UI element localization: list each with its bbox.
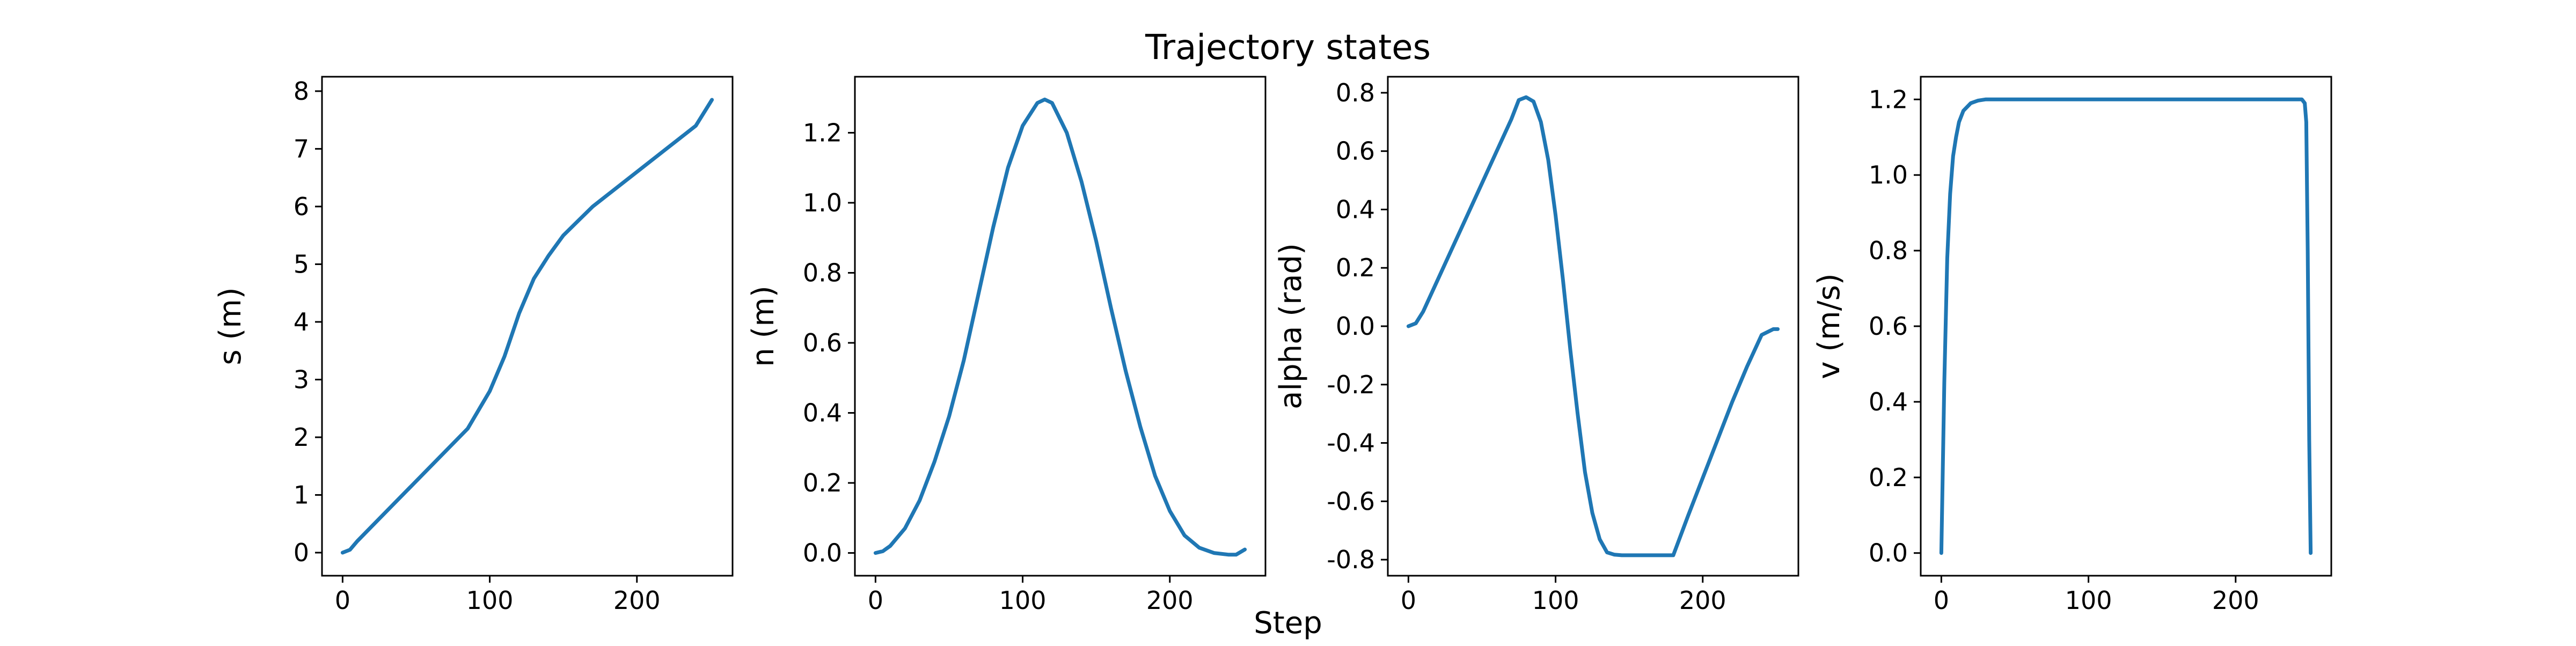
series-line bbox=[1939, 97, 2313, 555]
y-tick-label: 1 bbox=[294, 480, 309, 509]
x-tick-label: 0 bbox=[335, 586, 350, 615]
figure-xlabel: Step bbox=[1254, 606, 1322, 641]
y-tick-label: 1.0 bbox=[1869, 160, 1908, 189]
y-tick-label: 0.8 bbox=[1869, 236, 1908, 265]
y-tick-label: 0.4 bbox=[803, 399, 842, 428]
x-tick-label: 0 bbox=[1934, 586, 1949, 615]
y-tick-label: 1.0 bbox=[803, 188, 842, 217]
figure-title: Trajectory states bbox=[1145, 28, 1431, 68]
y-axis-label: n (m) bbox=[746, 285, 781, 367]
subplot-grid: 0 100 200 0 1 2 3 4 5 6 7 8 s (m) 0 100 200 0.0 0.2 0.4 0.6… bbox=[213, 76, 2332, 615]
x-tick-label: 0 bbox=[1401, 586, 1416, 615]
axes-frame bbox=[854, 76, 1267, 577]
y-tick-label: 0.2 bbox=[803, 468, 842, 497]
x-tick-label: 0 bbox=[868, 586, 883, 615]
y-tick-label: -0.2 bbox=[1327, 370, 1375, 399]
y-tick-label: 0.2 bbox=[1336, 253, 1375, 282]
y-tick-label: -0.8 bbox=[1327, 545, 1375, 574]
y-tick-label: 0 bbox=[294, 538, 309, 567]
subplot-3: 0 100 200 -0.8 -0.6 -0.4 -0.2 0.0 0.2 0.4 0.6 0.8 al… bbox=[1274, 76, 1799, 615]
axes-frame bbox=[1387, 76, 1799, 577]
x-tick-label: 200 bbox=[2212, 586, 2259, 615]
y-tick-label: 3 bbox=[294, 365, 309, 394]
series-line bbox=[1406, 95, 1780, 557]
x-tick-label: 100 bbox=[2065, 586, 2112, 615]
y-axis-label: s (m) bbox=[213, 287, 248, 365]
y-tick-label: 8 bbox=[294, 77, 309, 106]
x-tick-label: 100 bbox=[466, 586, 514, 615]
y-tick-label: 0.0 bbox=[1869, 539, 1908, 568]
axes-frame bbox=[321, 76, 734, 577]
subplot-2: 0 100 200 0.0 0.2 0.4 0.6 0.8 1.0 1.2 n (m) bbox=[746, 76, 1267, 615]
x-tick-label: 100 bbox=[999, 586, 1046, 615]
y-axis-label: v (m/s) bbox=[1812, 273, 1847, 379]
y-tick-label: 4 bbox=[294, 307, 309, 336]
y-tick-label: -0.4 bbox=[1327, 429, 1375, 458]
y-tick-label: 0.4 bbox=[1869, 387, 1908, 416]
series-line bbox=[873, 97, 1247, 557]
x-tick-label: 200 bbox=[1146, 586, 1194, 615]
y-tick-label: 6 bbox=[294, 192, 309, 221]
y-tick-label: 1.2 bbox=[803, 118, 842, 147]
y-tick-label: 0.6 bbox=[1336, 137, 1375, 166]
y-tick-label: 2 bbox=[294, 423, 309, 452]
x-tick-label: 200 bbox=[1679, 586, 1726, 615]
axes-frame bbox=[1920, 76, 2332, 577]
subplot-4: 0 100 200 0.0 0.2 0.4 0.6 0.8 1.0 1.2 v (m/s) bbox=[1812, 76, 2332, 615]
y-tick-label: 0.8 bbox=[1336, 78, 1375, 107]
y-tick-label: -0.6 bbox=[1327, 487, 1375, 516]
y-tick-label: 0.8 bbox=[803, 258, 842, 287]
subplot-1: 0 100 200 0 1 2 3 4 5 6 7 8 s (m) bbox=[213, 76, 734, 615]
y-tick-label: 0.2 bbox=[1869, 463, 1908, 492]
x-tick-label: 100 bbox=[1532, 586, 1579, 615]
x-tick-label: 200 bbox=[613, 586, 661, 615]
series-line bbox=[340, 98, 714, 555]
y-tick-label: 0.0 bbox=[803, 539, 842, 568]
y-tick-label: 0.6 bbox=[1869, 312, 1908, 341]
y-axis-label: alpha (rad) bbox=[1274, 243, 1308, 409]
y-tick-label: 7 bbox=[294, 134, 309, 163]
y-tick-label: 5 bbox=[294, 249, 309, 278]
y-tick-label: 0.6 bbox=[803, 328, 842, 357]
y-tick-label: 0.4 bbox=[1336, 195, 1375, 224]
y-tick-label: 0.0 bbox=[1336, 312, 1375, 341]
y-tick-label: 1.2 bbox=[1869, 85, 1908, 114]
